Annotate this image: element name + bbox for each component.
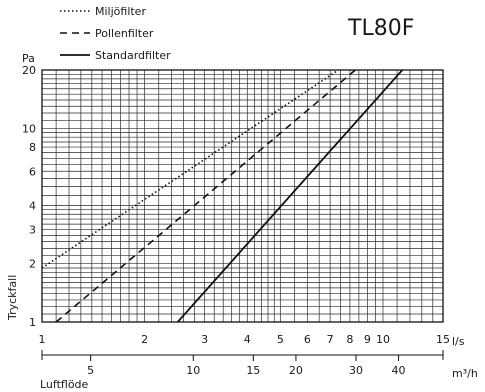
axes	[41, 69, 444, 361]
y-tick-label: 20	[22, 64, 36, 77]
x-tick-label: 10	[376, 333, 390, 346]
y-tick-label: 1	[29, 316, 36, 329]
x2-tick-label: 10	[186, 364, 200, 377]
series-line-dotted	[41, 69, 339, 269]
legend-label: Standardfilter	[95, 49, 171, 62]
x-axis-label: Luftflöde	[40, 378, 89, 391]
y-tick-label: 3	[29, 224, 36, 237]
grid	[41, 69, 444, 323]
x-tick-label: 5	[277, 333, 284, 346]
series-line-dashed	[55, 69, 356, 323]
x2-tick-label: 5	[87, 364, 94, 377]
y-unit-label: Pa	[22, 52, 35, 65]
x2-tick-label: 40	[392, 364, 406, 377]
legend: Miljöfilter Pollenfilter Standardfilter	[60, 5, 171, 62]
plot-frame	[41, 69, 444, 323]
x-tick-label: 8	[346, 333, 353, 346]
x2-unit-label: m³/h	[452, 367, 478, 380]
chart-title: TL80F	[347, 16, 414, 41]
y-tick-label: 6	[29, 165, 36, 178]
series-line-solid	[177, 69, 404, 323]
y-axis-label: Tryckfall	[6, 275, 19, 321]
y-tick-label: 2	[29, 258, 36, 271]
x-tick-label: 1	[39, 333, 46, 346]
x2-tick-label: 15	[246, 364, 260, 377]
x-tick-label: 6	[304, 333, 311, 346]
y-tick-label: 10	[22, 122, 36, 135]
x-tick-label: 4	[244, 333, 251, 346]
x2-tick-label: 20	[289, 364, 303, 377]
x-tick-label: 3	[201, 333, 208, 346]
legend-label: Pollenfilter	[95, 27, 154, 40]
series-lines	[41, 69, 404, 323]
y-tick-label: 8	[29, 141, 36, 154]
legend-label: Miljöfilter	[95, 5, 146, 18]
y-tick-label: 4	[29, 199, 36, 212]
x2-tick-label: 30	[349, 364, 363, 377]
x-tick-label: 9	[364, 333, 371, 346]
x-tick-label: 15	[436, 333, 450, 346]
x-unit-label: l/s	[452, 335, 465, 348]
x-tick-label: 2	[141, 333, 148, 346]
x-tick-label: 7	[327, 333, 334, 346]
